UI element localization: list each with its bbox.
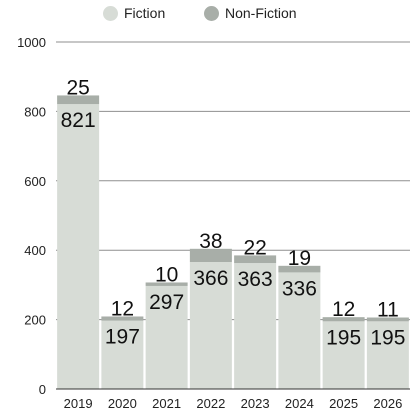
data-label-non-fiction-2019: 25 xyxy=(66,76,89,99)
bar-fiction-2022 xyxy=(189,261,232,389)
legend-label-non-fiction: Non-Fiction xyxy=(225,5,297,21)
y-tick-label: 400 xyxy=(24,243,46,258)
bar-non-fiction-2019 xyxy=(57,95,100,105)
data-label-fiction-2021: 297 xyxy=(149,291,184,314)
y-tick-label: 0 xyxy=(39,382,46,397)
x-axis: 2019 2020 2021 2022 2023 2024 2025 2026 xyxy=(56,388,410,411)
data-label-non-fiction-2023: 22 xyxy=(243,236,266,259)
legend-item-fiction: Fiction xyxy=(103,5,165,21)
y-tick-label: 800 xyxy=(24,104,46,119)
data-label-fiction-2025: 195 xyxy=(326,326,361,349)
x-tick-label-2021: 2021 xyxy=(152,396,181,411)
data-label-fiction-2024: 336 xyxy=(282,277,317,300)
bars xyxy=(57,95,409,389)
data-label-non-fiction-2026: 11 xyxy=(377,299,399,322)
data-label-fiction-2019: 821 xyxy=(61,109,96,132)
y-axis: 0 200 400 600 800 1000 xyxy=(17,35,46,397)
x-tick-label-2026: 2026 xyxy=(373,396,402,411)
bar-fiction-2025 xyxy=(322,321,365,389)
bar-fiction-2020 xyxy=(101,320,144,389)
x-tick-label-2022: 2022 xyxy=(196,396,225,411)
bar-non-fiction-2021 xyxy=(145,282,188,286)
bar-non-fiction-2024 xyxy=(278,265,321,273)
bar-fiction-2021 xyxy=(145,285,188,389)
data-label-fiction-2023: 363 xyxy=(238,268,273,291)
y-tick-label: 1000 xyxy=(17,35,46,50)
data-label-non-fiction-2022: 38 xyxy=(199,230,222,253)
x-tick-label-2025: 2025 xyxy=(329,396,358,411)
data-label-fiction-2020: 197 xyxy=(105,326,140,349)
legend-label-fiction: Fiction xyxy=(124,5,166,21)
data-label-non-fiction-2024: 19 xyxy=(288,247,311,270)
legend: Fiction Non-Fiction xyxy=(0,5,415,25)
legend-swatch-fiction xyxy=(103,5,118,21)
x-tick-label-2024: 2024 xyxy=(285,396,314,411)
data-label-non-fiction-2025: 12 xyxy=(332,298,355,321)
bar-fiction-2024 xyxy=(278,272,321,389)
data-label-non-fiction-2020: 12 xyxy=(111,297,134,320)
bar-non-fiction-2026 xyxy=(366,317,409,322)
legend-item-non-fiction: Non-Fiction xyxy=(204,5,297,21)
bar-fiction-2019 xyxy=(57,104,100,389)
bar-non-fiction-2022 xyxy=(189,248,232,262)
y-tick-label: 600 xyxy=(24,174,46,189)
data-label-fiction-2026: 195 xyxy=(370,326,405,349)
x-tick-label-2023: 2023 xyxy=(241,396,270,411)
bar-non-fiction-2023 xyxy=(234,255,277,264)
bar-fiction-2023 xyxy=(234,263,277,389)
bar-fiction-2026 xyxy=(366,321,409,389)
y-tick-label: 200 xyxy=(24,313,46,328)
legend-swatch-non-fiction xyxy=(204,5,219,21)
bar-non-fiction-2025 xyxy=(322,317,365,322)
x-tick-label-2020: 2020 xyxy=(108,396,137,411)
gridlines xyxy=(56,41,410,321)
data-labels: 25 821 12 197 10 297 38 366 22 363 19 336 12 195 11 195 xyxy=(61,76,406,349)
data-label-fiction-2022: 366 xyxy=(193,267,228,290)
x-tick-label-2019: 2019 xyxy=(64,396,93,411)
bar-non-fiction-2020 xyxy=(101,316,144,321)
data-label-non-fiction-2021: 10 xyxy=(155,263,178,286)
